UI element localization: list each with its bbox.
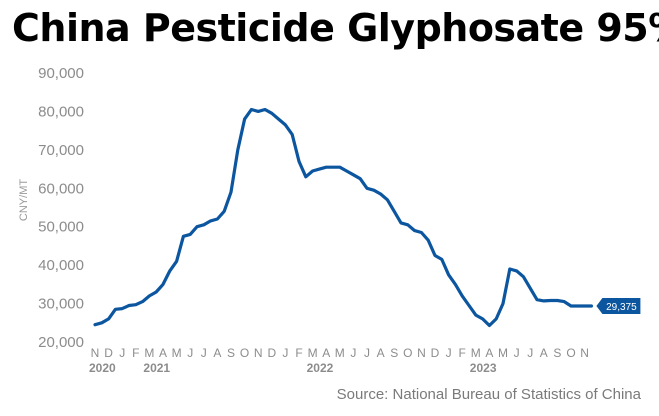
x-tick-label: A (213, 346, 221, 360)
x-tick-label: N (417, 346, 426, 360)
end-value-badge-shape (596, 297, 641, 314)
x-tick-label: J (446, 346, 452, 360)
x-tick-label: O (403, 346, 412, 360)
x-tick-label: J (282, 346, 288, 360)
x-tick-label: M (335, 346, 345, 360)
chart-title: China Pesticide Glyphosate 95% (12, 6, 659, 50)
y-axis-label: CNY/MT (18, 179, 30, 221)
x-tick-label: M (471, 346, 481, 360)
x-axis: N D J F M A M J J A S O N D J F M A M J J A S O N D J F M A M J J A S O N202… (89, 346, 589, 375)
x-tick-label: F (132, 346, 139, 360)
x-tick-label: J (350, 346, 356, 360)
x-tick-label: A (377, 346, 385, 360)
y-tick-label: 80,000 (38, 103, 84, 120)
x-year-label: 2021 (143, 361, 170, 375)
x-tick-label: F (295, 346, 302, 360)
y-axis: 20,000 30,000 40,000 50,000 60,000 70,000 80,0… (38, 65, 84, 351)
x-tick-label: F (459, 346, 466, 360)
x-year-label: 2022 (307, 361, 334, 375)
x-tick-label: A (159, 346, 167, 360)
x-tick-label: M (172, 346, 182, 360)
x-tick-label: O (240, 346, 249, 360)
x-tick-label: N (91, 346, 100, 360)
x-tick-label: O (566, 346, 575, 360)
y-tick-label: 70,000 (38, 142, 84, 159)
y-tick-label: 30,000 (38, 296, 84, 313)
x-tick-label: J (364, 346, 370, 360)
x-tick-label: N (254, 346, 263, 360)
x-tick-label: S (553, 346, 561, 360)
x-tick-label: D (104, 346, 113, 360)
y-tick-label: 20,000 (38, 334, 84, 351)
y-tick-label: 40,000 (38, 257, 84, 274)
x-year-label: 2023 (470, 361, 497, 375)
x-tick-label: A (485, 346, 493, 360)
x-year-label: 2020 (89, 361, 116, 375)
x-tick-label: M (498, 346, 508, 360)
end-value-badge: 29,375 (596, 297, 641, 314)
x-tick-label: S (227, 346, 235, 360)
x-tick-label: N (580, 346, 589, 360)
y-tick-label: 50,000 (38, 219, 84, 236)
x-tick-label: J (119, 346, 125, 360)
x-tick-label: A (322, 346, 330, 360)
series-line (93, 107, 593, 328)
y-tick-label: 90,000 (38, 65, 84, 82)
end-value-label: 29,375 (606, 302, 637, 313)
x-tick-label: D (431, 346, 440, 360)
x-tick-label: J (514, 346, 520, 360)
x-tick-label: A (540, 346, 548, 360)
y-tick-label: 60,000 (38, 180, 84, 197)
x-tick-label: J (187, 346, 193, 360)
source-note: Source: National Bureau of Statistics of… (336, 386, 641, 403)
x-tick-label: S (390, 346, 398, 360)
x-tick-label: M (308, 346, 318, 360)
x-tick-label: J (527, 346, 533, 360)
x-tick-label: M (144, 346, 154, 360)
x-tick-label: D (267, 346, 276, 360)
x-tick-label: J (201, 346, 207, 360)
